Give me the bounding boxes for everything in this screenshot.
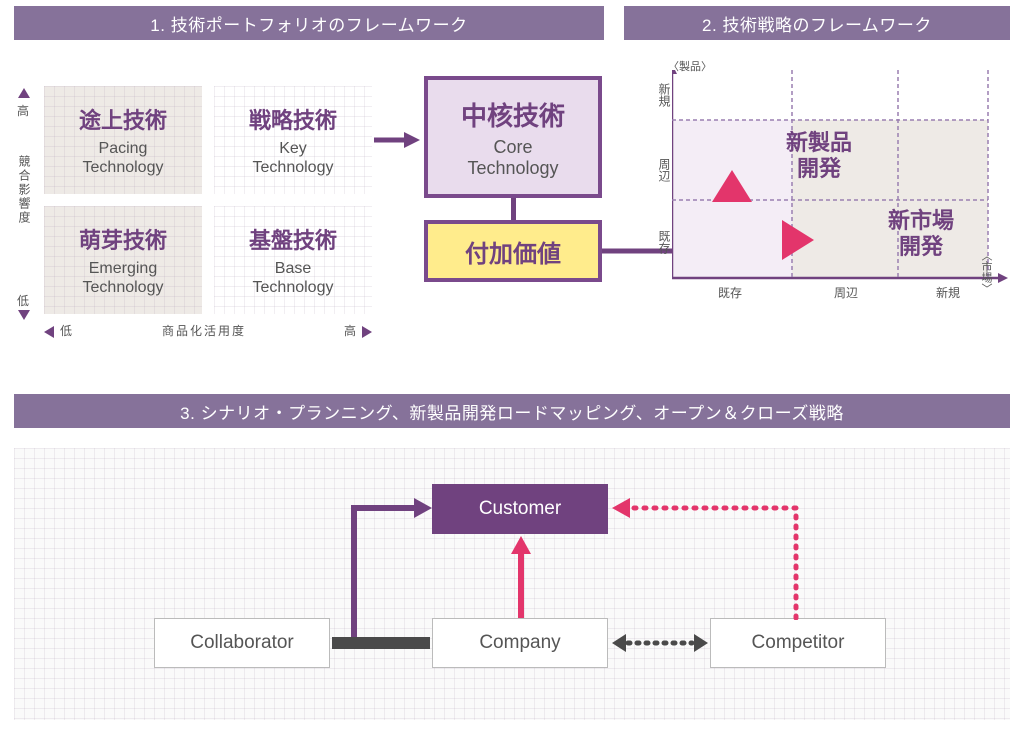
competitor-box: Competitor (710, 618, 886, 668)
collab-company-bar (332, 637, 430, 649)
arrow-competitor-customer-icon (610, 478, 810, 620)
emerging-jp: 萌芽技術 (79, 223, 167, 255)
customer-box: Customer (432, 484, 608, 534)
core-en1: Core (493, 137, 532, 158)
new-product2: 開発 (786, 156, 852, 182)
x-new: 新規 (936, 284, 960, 301)
base-en2: Technology (253, 278, 334, 297)
section2-header: 2. 技術戦略のフレームワーク (624, 6, 1010, 40)
x-low-arrow-icon (44, 326, 54, 338)
competitor-label: Competitor (752, 632, 845, 654)
emerging-box: 萌芽技術 Emerging Technology (44, 206, 202, 314)
core-en2: Technology (467, 158, 558, 179)
section2-svg (672, 70, 1012, 300)
new-product-label: 新製品 開発 (786, 130, 852, 183)
arrow-company-competitor-icon (612, 632, 708, 654)
y-new: 新規 (656, 83, 673, 107)
core-jp: 中核技術 (461, 96, 565, 133)
x-high-arrow-icon (362, 326, 372, 338)
x-peri: 周辺 (834, 284, 858, 301)
y-exist: 既存 (656, 230, 673, 254)
added-value-label: 付加価値 (465, 234, 561, 269)
pacing-box: 途上技術 Pacing Technology (44, 86, 202, 194)
company-box: Company (432, 618, 608, 668)
y-low-arrow-icon (18, 310, 30, 320)
new-market1: 新市場 (888, 208, 954, 234)
y-high-arrow-icon (18, 88, 30, 98)
emerging-en2: Technology (83, 278, 164, 297)
core-box: 中核技術 Core Technology (424, 76, 602, 198)
section2-title: 2. 技術戦略のフレームワーク (702, 11, 932, 36)
x-low-label: 低 (60, 322, 72, 339)
base-jp: 基盤技術 (249, 223, 337, 255)
y-peri: 周辺 (656, 158, 673, 182)
y-high-label: 高 (17, 102, 29, 119)
x-exist: 既存 (718, 284, 742, 301)
pacing-jp: 途上技術 (79, 103, 167, 135)
base-en1: Base (275, 259, 311, 278)
emerging-en1: Emerging (89, 259, 157, 278)
key-en1: Key (279, 139, 307, 158)
section1-title: 1. 技術ポートフォリオのフレームワーク (150, 11, 467, 36)
y-low-label: 低 (17, 292, 29, 309)
key-box: 戦略技術 Key Technology (214, 86, 372, 194)
key-jp: 戦略技術 (249, 103, 337, 135)
x-axis-market: 〈市場〉 (978, 250, 994, 294)
section3-area: Customer Collaborator Company Competitor (14, 448, 1010, 720)
new-product1: 新製品 (786, 130, 852, 156)
key-en2: Technology (253, 158, 334, 177)
arrow-company-customer-icon (510, 536, 532, 618)
y-axis-label: 競合影響度 (16, 155, 33, 225)
arrow-key-to-core-icon (374, 130, 420, 150)
company-label: Company (479, 632, 560, 654)
collaborator-box: Collaborator (154, 618, 330, 668)
new-market-label: 新市場 開発 (888, 208, 954, 261)
pacing-en2: Technology (83, 158, 164, 177)
arrow-collab-customer-icon (344, 478, 434, 646)
collaborator-label: Collaborator (190, 632, 294, 654)
connector-core-value (511, 198, 516, 220)
section3-header: 3. シナリオ・プランニング、新製品開発ロードマッピング、オープン＆クローズ戦略 (14, 394, 1010, 428)
added-value-box: 付加価値 (424, 220, 602, 282)
pacing-en1: Pacing (99, 139, 148, 158)
section1-area: 高 競合影響度 低 途上技術 Pacing Technology 戦略技術 Ke… (14, 60, 618, 360)
new-market2: 開発 (888, 234, 954, 260)
x-high-label: 高 (344, 322, 356, 339)
base-box: 基盤技術 Base Technology (214, 206, 372, 314)
section3-title: 3. シナリオ・プランニング、新製品開発ロードマッピング、オープン＆クローズ戦略 (180, 399, 844, 424)
customer-label: Customer (479, 498, 561, 520)
x-axis-label: 商品化活用度 (162, 322, 246, 339)
section1-header: 1. 技術ポートフォリオのフレームワーク (14, 6, 604, 40)
section2-chart: 〈製品〉 新規 周辺 既存 新製品 開発 新市場 開発 既存 周辺 新規 〈市場… (658, 60, 1010, 320)
